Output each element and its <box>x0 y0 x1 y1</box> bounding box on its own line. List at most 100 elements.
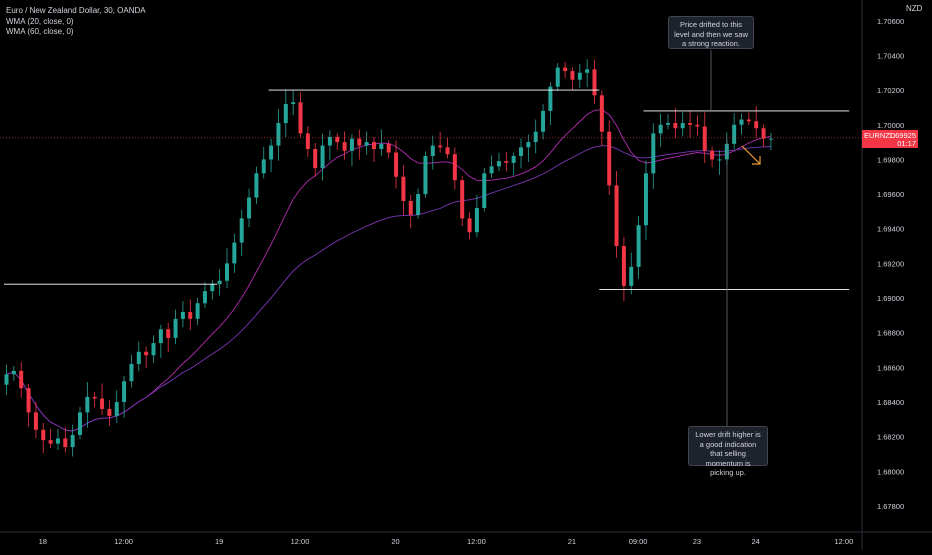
candle-body <box>261 159 266 174</box>
candle-body <box>761 128 766 139</box>
candle <box>754 106 759 138</box>
candle-body <box>732 124 737 144</box>
candle <box>217 269 222 296</box>
candle <box>541 104 546 140</box>
candle <box>195 298 200 326</box>
candle-body <box>210 284 215 292</box>
candle-body <box>496 161 501 167</box>
candle <box>732 113 737 150</box>
candle <box>63 426 68 453</box>
candle-body <box>254 173 259 198</box>
candle-body <box>239 218 244 243</box>
candle <box>239 209 244 257</box>
candle-body <box>577 72 582 80</box>
candle-body <box>122 381 127 403</box>
candle-body <box>445 147 450 155</box>
candle <box>33 401 38 439</box>
candle <box>526 134 531 163</box>
candle <box>710 146 715 168</box>
candle <box>4 364 9 395</box>
candle <box>416 188 421 219</box>
candle-body <box>100 398 105 409</box>
candle <box>739 113 744 135</box>
candle-body <box>526 142 531 148</box>
candle-body <box>651 133 656 174</box>
candle-body <box>107 408 112 416</box>
candle-body <box>666 123 670 125</box>
candle-body <box>41 429 46 441</box>
candle-body <box>680 123 685 129</box>
candle-body <box>357 138 362 146</box>
candle <box>702 112 707 163</box>
y-tick-label: 1.70000 <box>877 121 904 130</box>
candle-body <box>533 131 538 143</box>
symbol-title: Euro / New Zealand Dollar, 30, OANDA <box>6 6 146 15</box>
candle-body <box>629 266 634 286</box>
candle <box>129 355 134 388</box>
candle-body <box>695 124 700 127</box>
candle-body <box>754 121 759 129</box>
candle-body <box>541 110 546 132</box>
candle-body <box>33 412 38 430</box>
candle <box>349 134 354 167</box>
candle <box>474 194 479 238</box>
candle-body <box>702 126 707 151</box>
candle <box>19 361 24 398</box>
candle-body <box>467 218 472 233</box>
candle <box>430 135 435 170</box>
annotation-bottom: Lower drift higher is a good indication … <box>688 426 768 477</box>
y-tick-label: 1.68600 <box>877 363 904 372</box>
x-tick-label: 18 <box>39 537 47 546</box>
candle <box>467 212 472 240</box>
candle-body <box>438 145 443 148</box>
candle-body <box>70 434 75 448</box>
candle <box>210 280 215 300</box>
candle-body <box>372 142 376 150</box>
candle-body <box>225 263 229 281</box>
candle-body <box>379 143 384 150</box>
candle-body <box>658 124 663 134</box>
candle-body <box>386 143 391 153</box>
candle-body <box>548 86 553 111</box>
candle <box>438 131 443 153</box>
candle-body <box>195 303 200 319</box>
candle-body <box>158 329 163 344</box>
currency-label: NZD <box>906 4 923 13</box>
candle <box>761 124 766 147</box>
candle <box>519 138 523 169</box>
candle <box>658 113 663 147</box>
moving-average-layer <box>6 109 771 432</box>
candle-body <box>504 161 509 163</box>
candle <box>85 381 90 428</box>
candle-body <box>423 155 428 195</box>
candle <box>688 110 693 138</box>
candle-body <box>563 67 568 72</box>
candle-body <box>298 102 303 134</box>
wma-20-label: WMA (20, close, 0) <box>6 16 74 26</box>
candle <box>555 63 560 91</box>
candle-body <box>151 343 156 356</box>
candle-body <box>739 119 744 125</box>
candle <box>629 252 634 295</box>
y-tick-label: 1.70600 <box>877 17 904 26</box>
candle-body <box>166 329 171 338</box>
candle-body <box>342 142 347 151</box>
y-tick-label: 1.70400 <box>877 51 904 60</box>
y-tick-label: 1.69000 <box>877 294 904 303</box>
candle <box>247 188 252 228</box>
candle-layer <box>4 59 773 457</box>
candle-body <box>746 119 751 122</box>
candle-body <box>570 71 575 80</box>
candle-body <box>489 166 494 174</box>
candle <box>151 335 156 363</box>
candle <box>173 309 178 345</box>
candle <box>496 152 501 172</box>
candle <box>283 89 288 137</box>
candle <box>122 375 127 418</box>
candle-body <box>592 69 597 96</box>
x-tick-label: 09:00 <box>629 537 648 546</box>
candle <box>746 112 751 126</box>
candle-body <box>320 145 325 169</box>
